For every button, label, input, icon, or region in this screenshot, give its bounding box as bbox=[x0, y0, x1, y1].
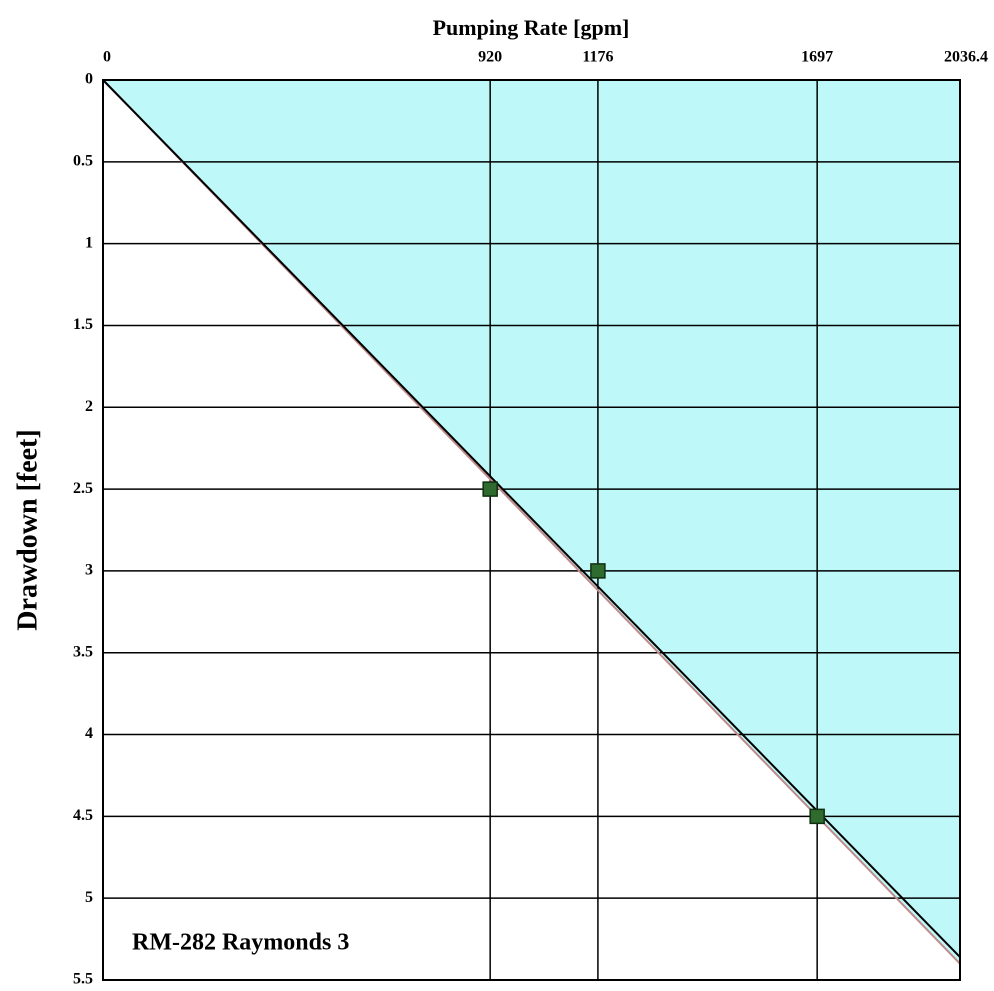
y-tick-label: 3.5 bbox=[73, 643, 93, 660]
x-tick-label: 0 bbox=[103, 49, 111, 66]
y-tick-label: 1.5 bbox=[73, 316, 93, 333]
data-point bbox=[809, 808, 825, 825]
x-tick-label: 1697 bbox=[801, 49, 833, 66]
y-tick-label: 2 bbox=[85, 398, 93, 415]
chart-title: Pumping Rate [gpm] bbox=[433, 15, 630, 40]
y-tick-label: 1 bbox=[85, 234, 93, 251]
y-tick-label: 5 bbox=[85, 889, 93, 906]
x-tick-label: 2036.4 bbox=[944, 49, 988, 66]
y-tick-label: 3 bbox=[85, 562, 93, 579]
x-tick-label: 1176 bbox=[582, 49, 613, 66]
y-tick-label: 0.5 bbox=[73, 152, 93, 169]
plot-frame bbox=[102, 79, 961, 981]
y-axis-label: Drawdown [feet] bbox=[12, 429, 43, 630]
y-tick-label: 4.5 bbox=[73, 807, 93, 824]
data-point bbox=[590, 563, 606, 579]
annotation: RM-282 Raymonds 3 bbox=[132, 930, 349, 956]
x-tick-label: 920 bbox=[478, 49, 502, 66]
y-tick-label: 2.5 bbox=[73, 480, 93, 497]
y-tick-label: 4 bbox=[85, 725, 93, 742]
y-tick-label: 0 bbox=[85, 71, 93, 88]
data-point bbox=[482, 481, 498, 497]
y-tick-label: 5.5 bbox=[73, 971, 93, 988]
